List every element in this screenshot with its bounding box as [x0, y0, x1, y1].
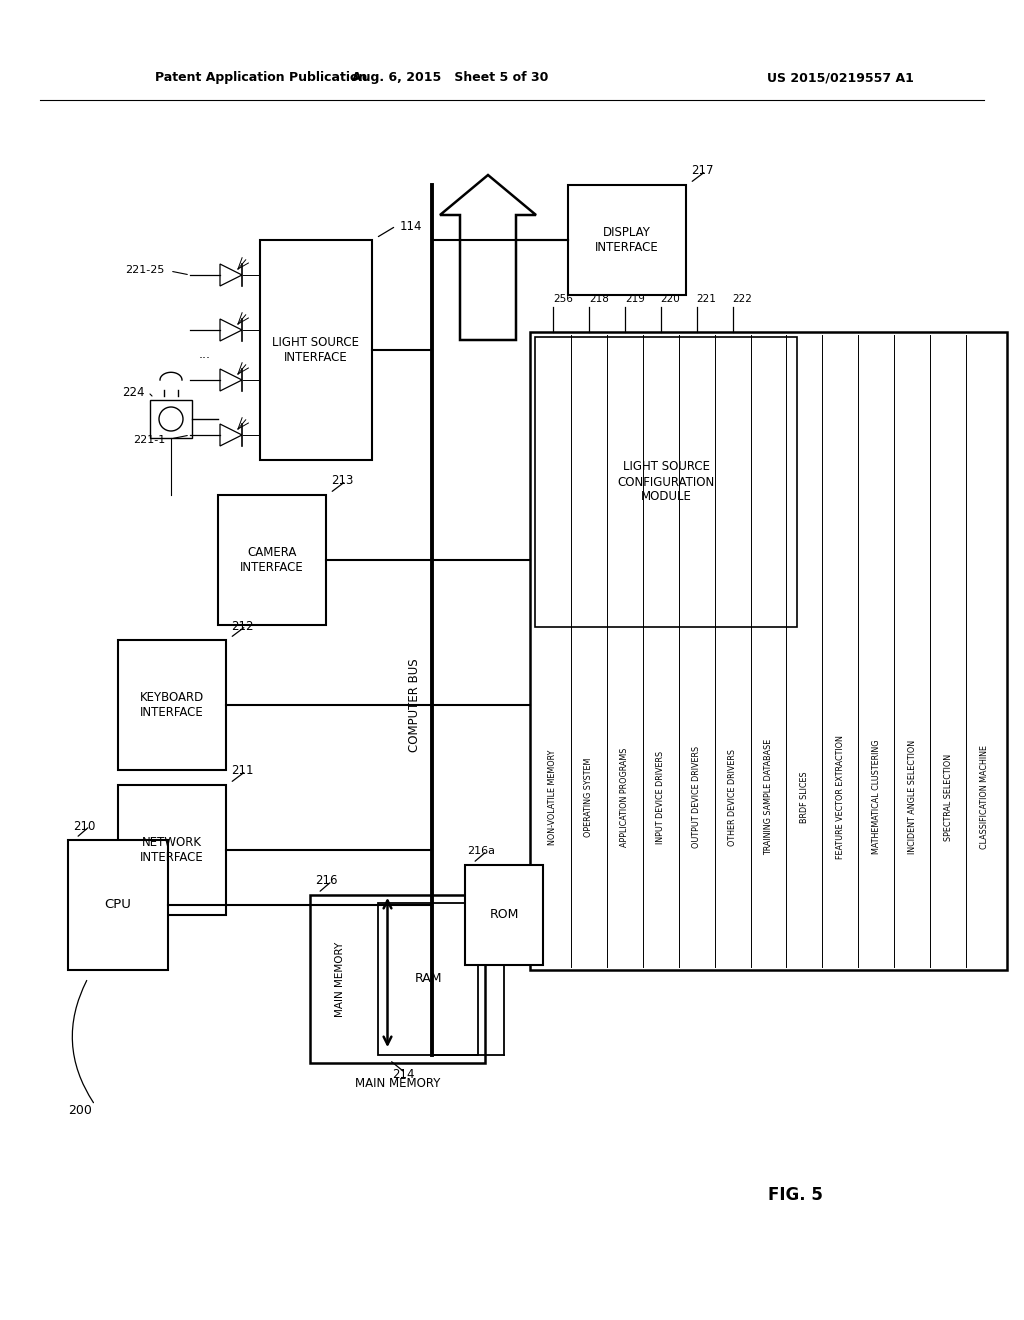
Text: 216a: 216a — [467, 846, 495, 855]
Bar — [530, 333, 1007, 970]
Text: 221: 221 — [696, 294, 717, 304]
Bar — [218, 495, 326, 624]
Text: NETWORK
INTERFACE: NETWORK INTERFACE — [140, 836, 204, 865]
Text: Patent Application Publication: Patent Application Publication — [155, 71, 368, 84]
Text: ...: ... — [199, 348, 211, 362]
Text: BRDF SLICES: BRDF SLICES — [800, 771, 809, 822]
Text: 220: 220 — [660, 294, 681, 304]
Text: RAM: RAM — [415, 973, 441, 986]
Text: OUTPUT DEVICE DRIVERS: OUTPUT DEVICE DRIVERS — [692, 746, 701, 847]
Text: 200: 200 — [68, 1104, 92, 1117]
Text: 217: 217 — [691, 165, 714, 177]
Text: MAIN MEMORY: MAIN MEMORY — [354, 1077, 440, 1090]
Text: CPU: CPU — [104, 899, 131, 912]
Bar — [310, 895, 485, 1063]
Text: 210: 210 — [73, 820, 95, 833]
Text: 212: 212 — [231, 619, 254, 632]
Bar — [118, 640, 226, 770]
Text: DISPLAY
INTERFACE: DISPLAY INTERFACE — [595, 226, 658, 253]
Text: CLASSIFICATION MACHINE: CLASSIFICATION MACHINE — [980, 744, 988, 849]
Bar — [465, 865, 543, 965]
Text: 256: 256 — [553, 294, 572, 304]
Text: TRAINING SAMPLE DATABASE: TRAINING SAMPLE DATABASE — [764, 739, 773, 855]
Text: US 2015/0219557 A1: US 2015/0219557 A1 — [767, 71, 913, 84]
Text: NON-VOLATILE MEMORY: NON-VOLATILE MEMORY — [549, 750, 557, 845]
Text: COMPUTER BUS: COMPUTER BUS — [408, 659, 421, 752]
Bar — [260, 240, 372, 459]
Text: Aug. 6, 2015   Sheet 5 of 30: Aug. 6, 2015 Sheet 5 of 30 — [352, 71, 548, 84]
Text: 221-25: 221-25 — [126, 265, 165, 275]
Text: ROM: ROM — [489, 908, 519, 921]
Bar — [535, 337, 798, 627]
Bar — [118, 785, 226, 915]
Bar — [68, 840, 168, 970]
Text: OPERATING SYSTEM: OPERATING SYSTEM — [585, 758, 593, 837]
Text: 114: 114 — [400, 219, 423, 232]
Text: 213: 213 — [331, 474, 353, 487]
Text: 214: 214 — [392, 1068, 415, 1081]
Text: 211: 211 — [231, 764, 254, 777]
Text: 216: 216 — [315, 874, 338, 887]
Text: SPECTRAL SELECTION: SPECTRAL SELECTION — [943, 754, 952, 841]
Text: 219: 219 — [625, 294, 645, 304]
Bar — [150, 400, 193, 438]
Text: LIGHT SOURCE
INTERFACE: LIGHT SOURCE INTERFACE — [272, 337, 359, 364]
Text: KEYBOARD
INTERFACE: KEYBOARD INTERFACE — [140, 690, 204, 719]
Text: 224: 224 — [123, 385, 145, 399]
Bar — [568, 185, 686, 294]
Text: APPLICATION PROGRAMS: APPLICATION PROGRAMS — [621, 747, 630, 846]
Text: CAMERA
INTERFACE: CAMERA INTERFACE — [240, 546, 304, 574]
Text: 222: 222 — [732, 294, 753, 304]
Text: 218: 218 — [589, 294, 608, 304]
Text: 221-1: 221-1 — [133, 436, 165, 445]
Text: INPUT DEVICE DRIVERS: INPUT DEVICE DRIVERS — [656, 751, 666, 843]
Text: FIG. 5: FIG. 5 — [768, 1185, 822, 1204]
Text: OTHER DEVICE DRIVERS: OTHER DEVICE DRIVERS — [728, 748, 737, 846]
Bar — [378, 903, 478, 1055]
Text: MAIN MEMORY: MAIN MEMORY — [335, 941, 345, 1016]
Text: INCIDENT ANGLE SELECTION: INCIDENT ANGLE SELECTION — [907, 741, 916, 854]
Text: LIGHT SOURCE
CONFIGURATION
MODULE: LIGHT SOURCE CONFIGURATION MODULE — [617, 461, 715, 503]
Text: FEATURE VECTOR EXTRACTION: FEATURE VECTOR EXTRACTION — [836, 735, 845, 859]
Text: MATHEMATICAL CLUSTERING: MATHEMATICAL CLUSTERING — [871, 739, 881, 854]
